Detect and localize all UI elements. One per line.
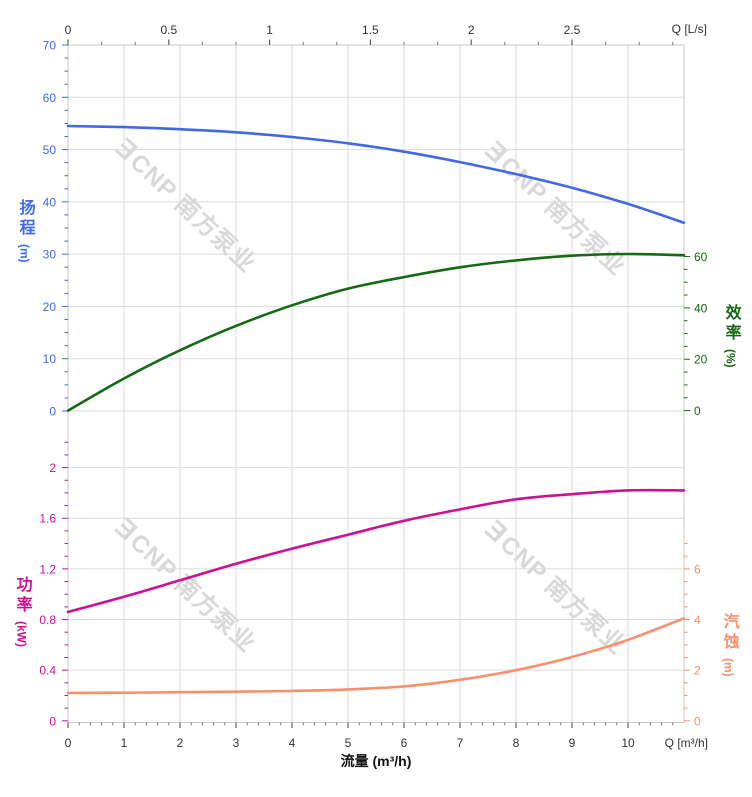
power-axis-unit: (kW) bbox=[14, 621, 29, 647]
curves bbox=[66, 124, 686, 695]
efficiency-tick-label: 40 bbox=[694, 301, 708, 315]
head-tick-label: 60 bbox=[43, 91, 57, 105]
top-axis-tick-label: 1 bbox=[266, 23, 273, 37]
efficiency-axis-title-text: 效率 bbox=[722, 304, 740, 344]
efficiency-axis: 60 40 20 0 bbox=[684, 250, 708, 418]
head-tick-label: 70 bbox=[43, 39, 57, 53]
head-tick-label: 50 bbox=[43, 143, 57, 157]
efficiency-curve bbox=[66, 252, 686, 412]
bottom-axis-tick-label: 7 bbox=[457, 736, 464, 750]
efficiency-tick-label: 60 bbox=[694, 250, 708, 264]
power-axis: 2 1.6 1.2 0.8 0.4 0 bbox=[39, 441, 68, 728]
top-axis-tick-label: 2.5 bbox=[564, 23, 581, 37]
top-axis-tick-label: 1.5 bbox=[362, 23, 379, 37]
head-axis-unit: (m) bbox=[17, 244, 32, 263]
power-tick-label: 0 bbox=[49, 714, 56, 728]
npsh-axis: 6 4 2 0 bbox=[684, 543, 701, 728]
npsh-axis-title-text: 汽蚀 bbox=[720, 613, 738, 653]
power-curve bbox=[66, 488, 686, 614]
bottom-axis-unit-label: Q [m³/h] bbox=[665, 736, 708, 750]
efficiency-axis-unit: (%) bbox=[723, 349, 738, 368]
npsh-curve bbox=[66, 617, 686, 695]
top-axis: 0 0.5 1 1.5 2 2.5 Q [L/s] bbox=[65, 22, 707, 45]
head-axis-title-text: 扬程 bbox=[16, 199, 34, 239]
head-curve bbox=[66, 124, 686, 225]
power-axis-title: 功率 (kW) bbox=[13, 576, 31, 647]
head-axis-title: 扬程 (m) bbox=[16, 199, 34, 263]
power-tick-label: 1.2 bbox=[39, 562, 56, 576]
top-axis-unit-label: Q [L/s] bbox=[672, 22, 707, 36]
top-axis-tick-label: 0.5 bbox=[160, 23, 177, 37]
bottom-axis-tick-label: 5 bbox=[345, 736, 352, 750]
power-tick-label: 0.4 bbox=[39, 664, 56, 678]
bottom-axis-tick-label: 3 bbox=[233, 736, 240, 750]
head-tick-label: 0 bbox=[49, 405, 56, 419]
bottom-axis: 0 1 2 3 4 5 6 7 8 9 10 Q [m³/h] bbox=[65, 722, 708, 750]
npsh-tick-label: 6 bbox=[694, 562, 701, 576]
bottom-axis-tick-label: 4 bbox=[289, 736, 296, 750]
efficiency-tick-label: 20 bbox=[694, 353, 708, 367]
flow-axis-title: 流量 (m³/h) bbox=[340, 753, 412, 769]
efficiency-axis-title: 效率 (%) bbox=[722, 304, 740, 368]
top-axis-tick-label: 0 bbox=[65, 23, 72, 37]
bottom-axis-tick-label: 1 bbox=[121, 736, 128, 750]
head-tick-label: 30 bbox=[43, 248, 57, 262]
bottom-axis-tick-label: 0 bbox=[65, 736, 72, 750]
top-axis-tick-label: 2 bbox=[468, 23, 475, 37]
bottom-axis-tick-label: 9 bbox=[569, 736, 576, 750]
bottom-axis-tick-label: 10 bbox=[621, 736, 635, 750]
npsh-tick-label: 2 bbox=[694, 664, 701, 678]
npsh-tick-label: 4 bbox=[694, 613, 701, 627]
power-tick-label: 1.6 bbox=[39, 512, 56, 526]
head-axis: 70 60 50 40 30 20 10 0 bbox=[43, 39, 68, 419]
bottom-axis-tick-label: 8 bbox=[513, 736, 520, 750]
npsh-axis-unit: (m) bbox=[721, 658, 736, 677]
head-tick-label: 40 bbox=[43, 195, 57, 209]
npsh-axis-title: 汽蚀 (m) bbox=[720, 613, 738, 677]
bottom-axis-tick-label: 2 bbox=[177, 736, 184, 750]
bottom-axis-tick-label: 6 bbox=[401, 736, 408, 750]
head-tick-label: 20 bbox=[43, 300, 57, 314]
plot-box bbox=[67, 44, 685, 723]
power-tick-label: 0.8 bbox=[39, 613, 56, 627]
npsh-tick-label: 0 bbox=[694, 714, 701, 728]
power-axis-title-text: 功率 bbox=[13, 576, 31, 616]
efficiency-tick-label: 0 bbox=[694, 404, 701, 418]
head-tick-label: 10 bbox=[43, 352, 57, 366]
power-tick-label: 2 bbox=[49, 461, 56, 475]
